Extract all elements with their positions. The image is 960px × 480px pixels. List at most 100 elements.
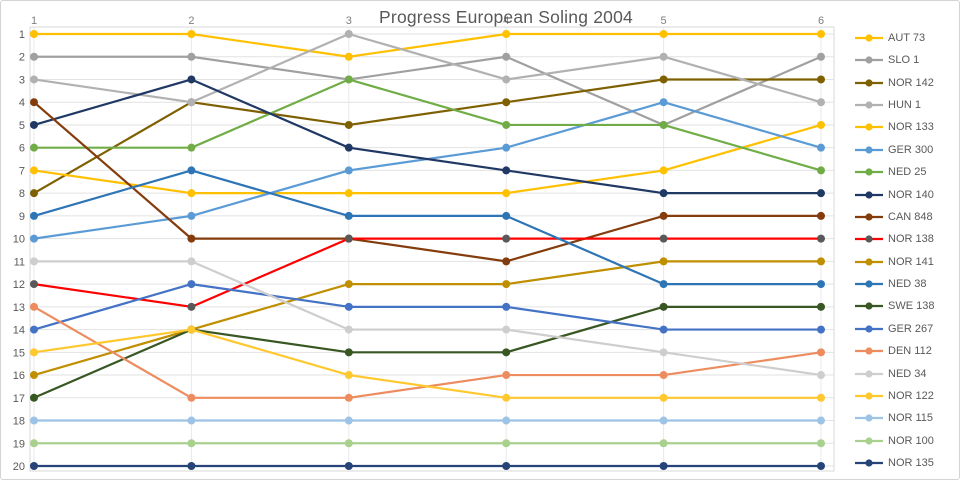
data-point-swe-138[interactable]	[659, 302, 668, 311]
legend-item-nor-135[interactable]: NOR 135	[855, 453, 934, 473]
series-line-nor-141[interactable]	[33, 260, 821, 377]
data-point-ned-38[interactable]	[817, 280, 825, 289]
data-point-ned-38[interactable]	[502, 211, 511, 220]
legend-item-ger-267[interactable]: GER 267	[855, 319, 933, 339]
data-point-can-848[interactable]	[187, 234, 196, 243]
data-point-ned-25[interactable]	[344, 75, 353, 84]
data-point-nor-122[interactable]	[344, 371, 353, 380]
legend-item-nor-100[interactable]: NOR 100	[855, 431, 934, 451]
data-point-ned-38[interactable]	[659, 280, 668, 289]
data-point-ned-25[interactable]	[187, 143, 196, 152]
data-point-ned-25[interactable]	[30, 143, 38, 152]
data-point-can-848[interactable]	[659, 211, 668, 220]
data-point-nor-122[interactable]	[30, 348, 38, 357]
data-point-swe-138[interactable]	[502, 348, 511, 357]
series-line-swe-138[interactable]	[33, 305, 821, 399]
data-point-slo-1[interactable]	[502, 52, 511, 61]
data-point-ger-300[interactable]	[502, 143, 511, 152]
data-point-den-112[interactable]	[817, 348, 825, 357]
data-point-nor-140[interactable]	[502, 166, 511, 175]
legend-item-slo-1[interactable]: SLO 1	[855, 50, 919, 70]
data-point-nor-135[interactable]	[659, 462, 668, 470]
legend-item-ned-25[interactable]: NED 25	[855, 162, 927, 182]
data-point-nor-135[interactable]	[187, 462, 196, 470]
legend-item-nor-122[interactable]: NOR 122	[855, 386, 934, 406]
data-point-nor-138[interactable]	[344, 234, 353, 243]
data-point-aut-73[interactable]	[30, 30, 38, 38]
data-point-nor-133[interactable]	[817, 120, 825, 129]
series-line-aut-73[interactable]	[34, 32, 821, 58]
data-point-ned-38[interactable]	[187, 166, 196, 175]
data-point-nor-135[interactable]	[502, 462, 511, 470]
data-point-hun-1[interactable]	[344, 30, 353, 38]
data-point-nor-100[interactable]	[659, 439, 668, 448]
data-point-ger-300[interactable]	[817, 143, 825, 152]
data-point-den-112[interactable]	[502, 371, 511, 380]
data-point-ned-34[interactable]	[344, 325, 353, 334]
data-point-ger-300[interactable]	[659, 98, 668, 107]
data-point-nor-100[interactable]	[30, 439, 38, 448]
data-point-nor-142[interactable]	[502, 98, 511, 107]
data-point-ned-34[interactable]	[30, 257, 38, 266]
data-point-aut-73[interactable]	[502, 30, 511, 38]
data-point-ger-267[interactable]	[187, 280, 196, 289]
legend-item-swe-138[interactable]: SWE 138	[855, 296, 934, 316]
data-point-swe-138[interactable]	[817, 302, 825, 311]
series-line-ger-267[interactable]	[33, 283, 821, 331]
data-point-hun-1[interactable]	[187, 98, 196, 107]
data-point-hun-1[interactable]	[817, 98, 825, 107]
data-point-ned-38[interactable]	[30, 211, 38, 220]
data-point-aut-73[interactable]	[187, 30, 196, 38]
data-point-nor-138[interactable]	[502, 234, 511, 243]
legend-item-nor-142[interactable]: NOR 142	[855, 73, 934, 93]
data-point-nor-138[interactable]	[30, 280, 38, 289]
series-line-can-848[interactable]	[33, 101, 821, 263]
data-point-den-112[interactable]	[187, 393, 196, 402]
data-point-nor-115[interactable]	[502, 416, 511, 425]
series-line-slo-1[interactable]	[34, 55, 822, 127]
legend-item-hun-1[interactable]: HUN 1	[855, 95, 921, 115]
data-point-ned-34[interactable]	[817, 371, 825, 380]
data-point-nor-138[interactable]	[187, 302, 196, 311]
series-line-nor-140[interactable]	[33, 78, 821, 195]
series-line-ned-25[interactable]	[34, 78, 822, 172]
data-point-nor-133[interactable]	[659, 166, 668, 175]
data-point-nor-135[interactable]	[817, 462, 825, 470]
data-point-ned-34[interactable]	[187, 257, 196, 266]
legend-item-aut-73[interactable]: AUT 73	[855, 28, 925, 48]
data-point-ned-25[interactable]	[659, 120, 668, 129]
data-point-slo-1[interactable]	[817, 52, 825, 61]
data-point-swe-138[interactable]	[30, 393, 38, 402]
series-line-nor-142[interactable]	[33, 78, 821, 195]
series-line-nor-138[interactable]	[33, 237, 821, 308]
data-point-nor-122[interactable]	[659, 393, 668, 402]
data-point-nor-133[interactable]	[502, 189, 511, 198]
data-point-slo-1[interactable]	[187, 52, 196, 61]
legend-item-nor-115[interactable]: NOR 115	[855, 408, 933, 428]
data-point-nor-140[interactable]	[659, 189, 668, 198]
data-point-aut-73[interactable]	[344, 52, 353, 61]
data-point-ger-267[interactable]	[817, 325, 825, 334]
data-point-nor-141[interactable]	[502, 280, 511, 289]
data-point-swe-138[interactable]	[344, 348, 353, 357]
data-point-nor-138[interactable]	[817, 234, 825, 243]
legend-item-nor-140[interactable]: NOR 140	[855, 185, 934, 205]
data-point-nor-100[interactable]	[502, 439, 511, 448]
data-point-nor-115[interactable]	[30, 416, 38, 425]
data-point-nor-140[interactable]	[344, 143, 353, 152]
data-point-nor-141[interactable]	[344, 280, 353, 289]
series-line-ned-34[interactable]	[34, 260, 822, 377]
data-point-nor-135[interactable]	[30, 462, 38, 470]
data-point-nor-122[interactable]	[187, 325, 196, 334]
legend-item-ned-34[interactable]: NED 34	[855, 364, 927, 384]
data-point-can-848[interactable]	[30, 98, 38, 107]
data-point-ger-267[interactable]	[502, 302, 511, 311]
data-point-ned-34[interactable]	[659, 348, 668, 357]
data-point-nor-140[interactable]	[187, 75, 196, 84]
data-point-hun-1[interactable]	[30, 75, 38, 84]
data-point-nor-142[interactable]	[817, 75, 825, 84]
data-point-ger-300[interactable]	[344, 166, 353, 175]
data-point-nor-138[interactable]	[659, 234, 668, 243]
data-point-den-112[interactable]	[344, 393, 353, 402]
data-point-nor-115[interactable]	[659, 416, 668, 425]
